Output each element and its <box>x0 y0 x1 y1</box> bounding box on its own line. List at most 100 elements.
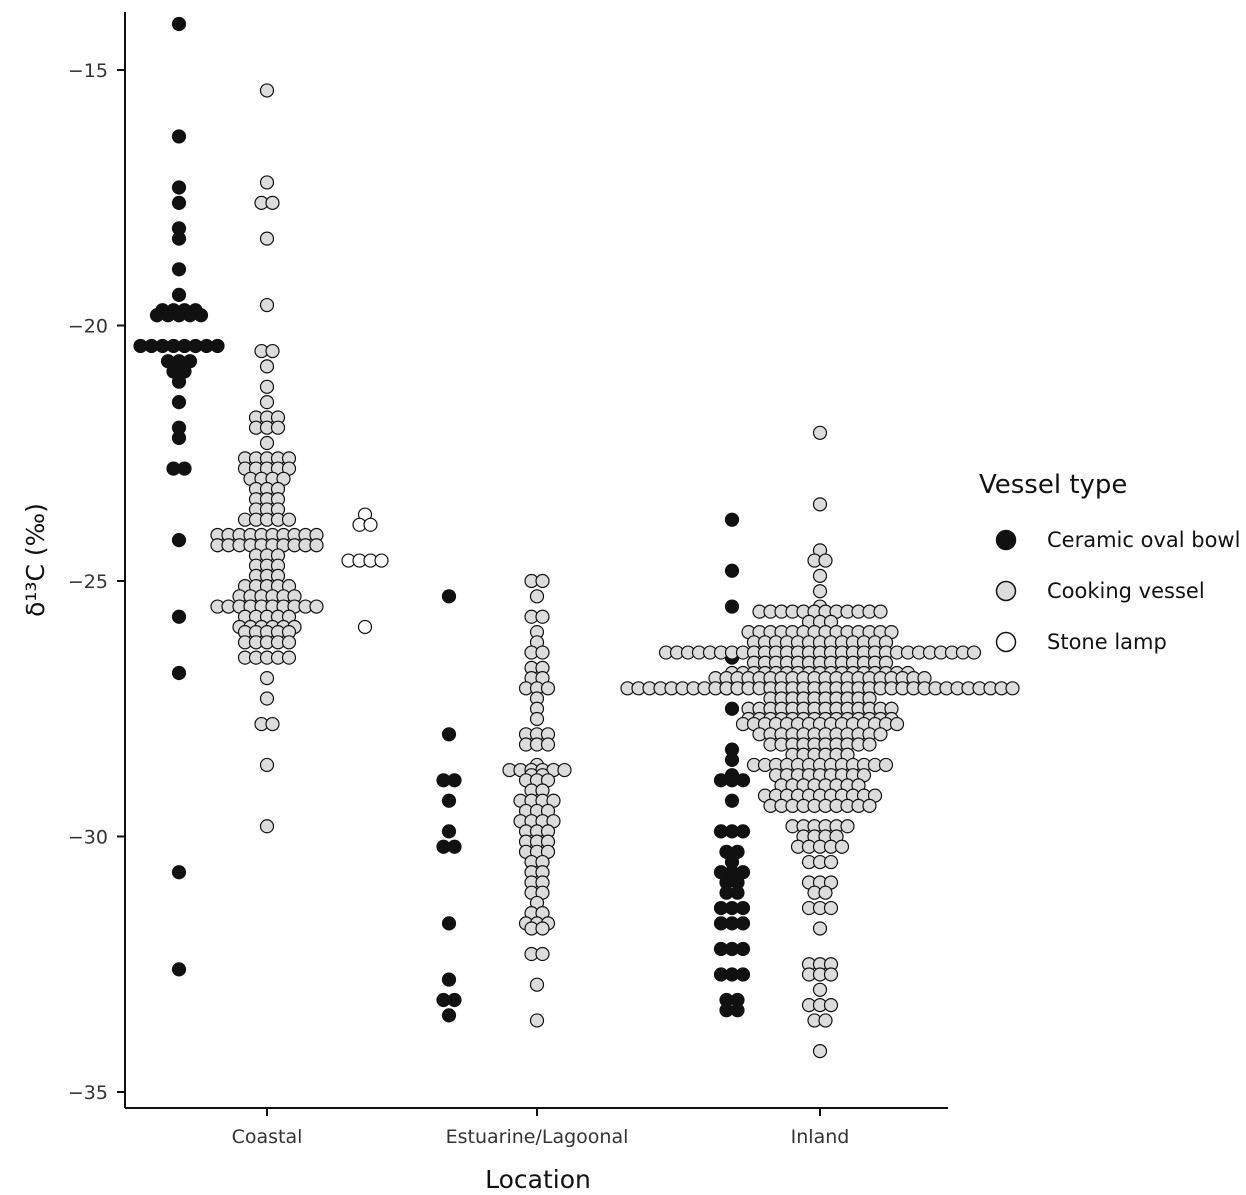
data-point <box>730 885 745 900</box>
data-point <box>210 338 225 354</box>
data-point <box>730 1003 745 1018</box>
x-axis-title: Location <box>485 1165 591 1194</box>
data-point <box>265 343 280 359</box>
data-point <box>840 819 855 834</box>
data-point <box>357 619 373 635</box>
data-point <box>724 512 740 527</box>
data-point <box>735 941 751 957</box>
data-point <box>171 665 187 681</box>
legend: Vessel type Ceramic oval bowl Cooking ve… <box>979 470 1240 654</box>
data-point <box>823 854 839 870</box>
data-point <box>265 716 280 732</box>
data-point <box>171 374 187 389</box>
data-point <box>966 645 982 660</box>
y-tick-label: −30 <box>68 827 108 849</box>
data-point <box>540 737 556 752</box>
data-point <box>270 420 286 435</box>
data-point <box>878 757 894 773</box>
data-point <box>818 885 833 900</box>
data-point <box>171 430 187 446</box>
data-point <box>259 670 275 686</box>
data-point <box>818 1013 833 1028</box>
data-point <box>259 757 275 773</box>
x-tick-label: Inland <box>791 1126 850 1148</box>
data-point <box>735 916 751 931</box>
data-point <box>281 512 297 527</box>
data-point <box>540 681 556 696</box>
data-point <box>823 900 839 916</box>
data-point <box>812 584 828 599</box>
data-point <box>441 793 457 808</box>
data-point <box>862 737 877 752</box>
y-axis-ticks: −15 −20 −25 −30 −35 <box>68 60 125 1104</box>
data-point <box>823 967 839 982</box>
data-point <box>259 297 275 313</box>
data-point <box>823 998 839 1013</box>
data-point <box>259 379 275 394</box>
legend-swatch-ceramic-oval-bowl <box>995 529 1017 551</box>
data-point <box>281 650 297 665</box>
x-axis-ticks: Coastal Estuarine/Lagoonal Inland <box>232 1108 850 1148</box>
legend-label-stone-lamp: Stone lamp <box>1047 630 1167 654</box>
data-point <box>363 517 378 532</box>
data-point <box>529 711 545 727</box>
data-point <box>724 793 740 808</box>
data-point <box>812 568 828 583</box>
legend-swatch-cooking-vessel <box>995 580 1017 602</box>
data-point <box>812 497 828 512</box>
data-point <box>735 900 751 916</box>
data-point <box>1005 681 1020 696</box>
data-point <box>873 604 888 619</box>
data-point <box>193 308 209 323</box>
data-point <box>309 599 324 614</box>
data-point <box>441 1008 457 1023</box>
data-point <box>259 175 275 190</box>
data-point <box>812 1044 828 1059</box>
data-point <box>259 359 275 374</box>
data-point <box>447 773 462 788</box>
data-point <box>441 824 457 839</box>
data-point <box>735 824 751 839</box>
data-point <box>171 609 187 624</box>
data-point <box>171 533 187 548</box>
y-tick-label: −20 <box>68 316 108 338</box>
data-point <box>171 195 187 210</box>
data-point <box>171 180 187 195</box>
data-point <box>535 921 550 936</box>
data-point <box>259 395 275 410</box>
data-point <box>535 645 550 660</box>
data-point <box>812 921 828 936</box>
data-point <box>171 16 187 32</box>
data-point <box>535 573 550 589</box>
data-point <box>447 839 462 854</box>
data-point <box>724 599 740 614</box>
data-point <box>818 553 833 568</box>
data-point <box>535 609 550 624</box>
data-point <box>259 435 275 451</box>
y-tick-label: −35 <box>68 1082 108 1104</box>
data-point <box>171 262 187 277</box>
data-point <box>265 195 280 210</box>
data-point <box>259 819 275 834</box>
data-point <box>529 977 545 992</box>
legend-label-ceramic-oval-bowl: Ceramic oval bowl <box>1047 528 1240 552</box>
data-point <box>171 129 187 144</box>
data-point <box>535 946 550 962</box>
data-point <box>171 962 187 977</box>
data-point <box>812 425 828 440</box>
y-tick-label: −15 <box>68 60 108 82</box>
legend-swatch-stone-lamp <box>995 631 1017 653</box>
data-point <box>441 727 457 742</box>
data-point <box>441 972 457 987</box>
data-point <box>171 865 187 880</box>
data-point <box>171 287 187 302</box>
y-axis-title: δ¹³C (‰) <box>21 503 50 617</box>
data-point <box>259 231 275 246</box>
data-point <box>735 967 751 982</box>
data-point <box>171 395 187 410</box>
data-point <box>862 798 877 813</box>
legend-label-cooking-vessel: Cooking vessel <box>1047 579 1205 603</box>
data-point <box>724 701 740 716</box>
x-tick-label: Estuarine/Lagoonal <box>446 1126 629 1148</box>
data-point <box>259 83 275 98</box>
